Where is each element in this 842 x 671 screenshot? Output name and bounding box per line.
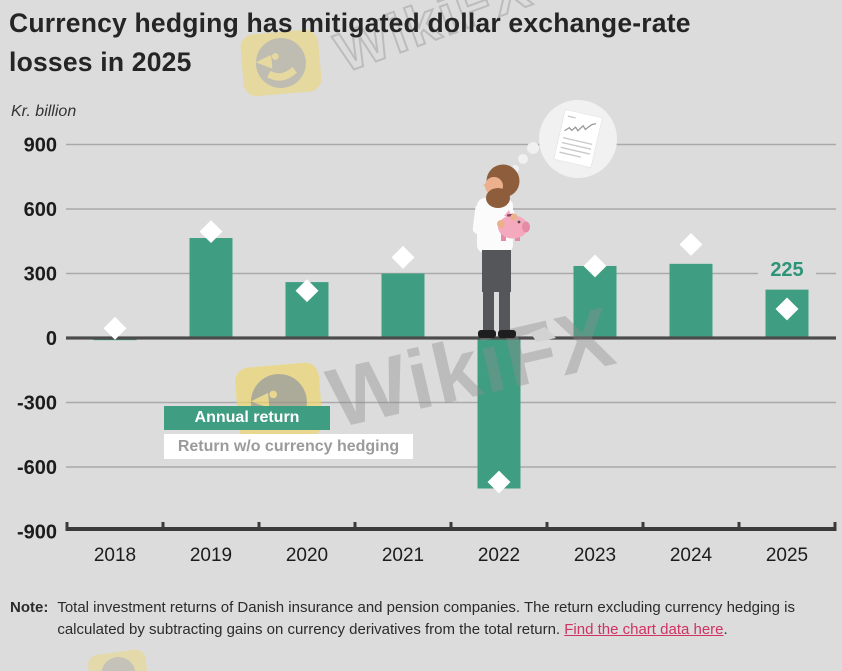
legend-return-without-hedging: Return w/o currency hedging xyxy=(164,434,413,459)
bar-2019 xyxy=(189,238,233,338)
legend-annual-return: Annual return xyxy=(164,406,330,430)
y-tick-label: 0 xyxy=(46,328,57,350)
gridline xyxy=(66,143,836,146)
gridline xyxy=(66,272,836,275)
x-axis-tick xyxy=(641,522,645,531)
x-tick-label: 2020 xyxy=(286,545,328,566)
diamond-2024 xyxy=(679,233,703,256)
bar-2023 xyxy=(573,265,617,338)
y-tick-label: 300 xyxy=(24,264,57,286)
x-tick-label: 2023 xyxy=(574,545,616,566)
y-tick-label: -300 xyxy=(17,393,57,415)
y-tick-label: 600 xyxy=(24,199,57,221)
diamond-2025 xyxy=(775,297,799,321)
note-period: . xyxy=(723,620,728,638)
page-title: Currency hedging has mitigated dollar ex… xyxy=(9,8,691,77)
x-tick-label: 2022 xyxy=(478,545,520,566)
note-body-text: Total investment returns of Danish insur… xyxy=(57,599,795,638)
x-axis-tick xyxy=(353,522,357,531)
x-tick-label: 2025 xyxy=(766,545,808,566)
gridline xyxy=(66,208,836,210)
x-axis-tick xyxy=(737,522,741,531)
x-axis-tick xyxy=(449,522,453,531)
gridline xyxy=(66,466,836,468)
x-axis-tick xyxy=(833,522,837,531)
y-tick-label: 900 xyxy=(24,135,57,157)
chart-data-link[interactable]: Find the chart data here xyxy=(564,620,724,638)
diamond-2023 xyxy=(583,254,607,278)
legend-return-without-hedging-label: Return w/o currency hedging xyxy=(177,437,400,455)
x-tick-label: 2018 xyxy=(94,545,136,566)
bar-2022 xyxy=(477,338,521,489)
note-label: Note: xyxy=(10,599,49,616)
diamond-2021 xyxy=(391,245,415,269)
x-axis-tick xyxy=(545,522,549,531)
diamond-2019 xyxy=(199,220,223,244)
x-axis-tick xyxy=(161,522,165,531)
value-label: 225 xyxy=(770,259,803,281)
value-label-bg xyxy=(758,258,816,281)
diamond-2018 xyxy=(103,316,127,340)
bar-2021 xyxy=(381,273,425,338)
x-axis-tick xyxy=(65,522,69,531)
legend-annual-return-label: Annual return xyxy=(194,409,300,426)
diamond-2020 xyxy=(295,279,319,303)
gridline xyxy=(66,401,836,404)
zero-axis-line xyxy=(66,336,836,340)
note: Note: Total investment returns of Danish… xyxy=(10,597,822,640)
note-text: Total investment returns of Danish insur… xyxy=(57,597,822,640)
bar-2024 xyxy=(669,263,713,338)
x-axis-tick xyxy=(257,522,261,531)
diamond-2022 xyxy=(487,470,511,494)
x-tick-label: 2019 xyxy=(190,545,232,566)
y-tick-label: -900 xyxy=(17,522,57,544)
x-tick-label: 2024 xyxy=(670,545,713,566)
x-tick-label: 2021 xyxy=(382,545,424,566)
y-tick-label: -600 xyxy=(17,457,57,479)
y-axis-unit-label: Kr. billion xyxy=(11,103,77,120)
